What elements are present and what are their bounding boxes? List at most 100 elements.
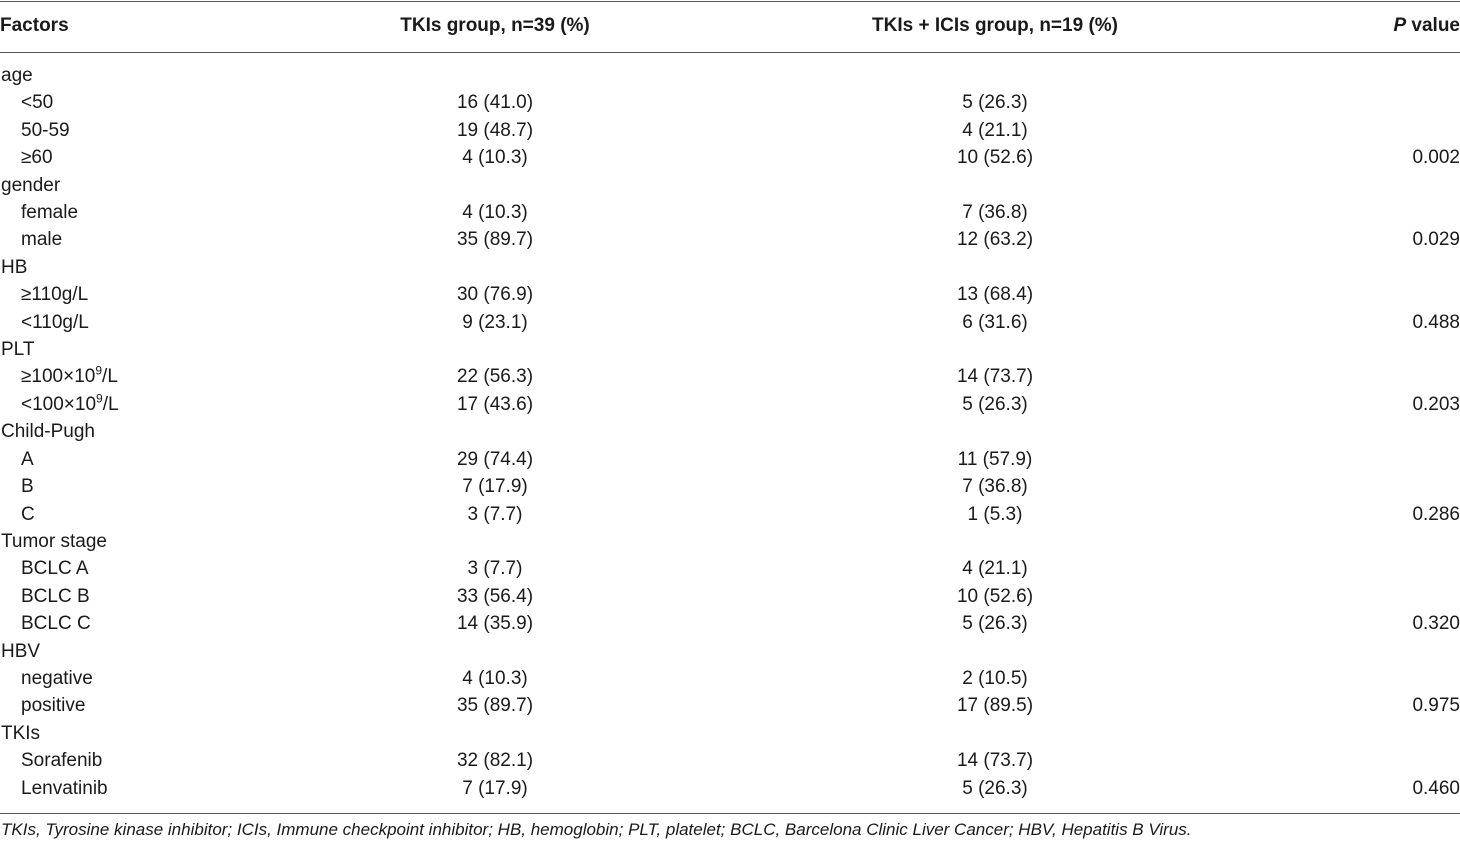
p-value: [1300, 89, 1460, 116]
tkis-icis-group-value: 1 (5.3): [967, 503, 1023, 525]
tkis-icis-group-value: [690, 336, 1300, 363]
factor-text: ≥100×10: [21, 366, 96, 388]
unit-suffix: /L: [102, 366, 118, 388]
p-value: 0.002: [1412, 147, 1460, 169]
header-tkis-group: TKIs group, n=39 (%): [400, 15, 590, 36]
table-row: ≥60 4 (10.3) 10 (52.6) 0.002: [0, 144, 1460, 171]
factor-text: C: [21, 503, 35, 525]
tkis-group-value: 19 (48.7): [456, 119, 534, 141]
table-row: BCLC A 3 (7.7) 4 (21.1): [0, 555, 1460, 582]
tkis-icis-group-value: 13 (68.4): [956, 284, 1034, 306]
tkis-group-value: [300, 254, 690, 281]
header-tkis-icis-group: TKIs + ICIs group, n=19 (%): [872, 15, 1118, 36]
tkis-group-value: [300, 172, 690, 199]
header-rule: [0, 52, 1460, 53]
tkis-icis-group-value: 7 (36.8): [962, 202, 1028, 224]
tkis-group-value: 14 (35.9): [456, 613, 534, 635]
table-row: ≥100×109/L 22 (56.3) 14 (73.7): [0, 363, 1460, 390]
p-value: [1300, 281, 1460, 308]
p-value-word: value: [1406, 15, 1460, 36]
tkis-icis-group-value: [690, 528, 1300, 555]
tkis-icis-group-value: 5 (26.3): [962, 92, 1028, 114]
factor-label: Lenvatinib: [0, 775, 300, 802]
tkis-group-value: 29 (74.4): [456, 448, 534, 470]
category-label: Tumor stage: [0, 528, 300, 555]
factor-text: male: [21, 229, 63, 251]
factor-text: <100×10: [21, 393, 97, 415]
tkis-group-value: [300, 336, 690, 363]
table-row: <100×109/L 17 (43.6) 5 (26.3) 0.203: [0, 391, 1460, 418]
category-label: TKIs: [0, 720, 300, 747]
bottom-rule: [0, 813, 1460, 814]
category-row: PLT: [0, 336, 1460, 363]
p-value: [1300, 363, 1460, 390]
factor-label: 50-59: [0, 117, 300, 144]
tkis-icis-group-value: [690, 172, 1300, 199]
factor-text: HB: [1, 256, 28, 278]
tkis-icis-group-value: 12 (63.2): [956, 229, 1034, 251]
exponent: 9: [96, 391, 103, 406]
p-value: 0.203: [1412, 393, 1460, 415]
table-row: ≥110g/L 30 (76.9) 13 (68.4): [0, 281, 1460, 308]
category-row: HBV: [0, 638, 1460, 665]
tkis-group-value: 16 (41.0): [456, 92, 534, 114]
factor-text: B: [21, 476, 34, 498]
factor-label: ≥100×109/L: [0, 363, 300, 390]
p-value: 0.320: [1412, 613, 1460, 635]
factor-text: ≥110g/L: [21, 284, 89, 306]
tkis-icis-group-value: 5 (26.3): [962, 613, 1028, 635]
tkis-icis-group-value: 5 (26.3): [962, 777, 1028, 799]
table-row: B 7 (17.9) 7 (36.8): [0, 473, 1460, 500]
factor-label: C: [0, 501, 300, 528]
factor-label: <110g/L: [0, 309, 300, 336]
factor-text: HBV: [1, 640, 41, 662]
factor-label: BCLC C: [0, 610, 300, 637]
p-value: [1300, 199, 1460, 226]
tkis-group-value: [300, 528, 690, 555]
tkis-icis-group-value: 17 (89.5): [956, 695, 1034, 717]
tkis-group-value: 35 (89.7): [456, 229, 534, 251]
p-value: [1300, 720, 1460, 747]
p-value: [1300, 117, 1460, 144]
tkis-group-value: 35 (89.7): [456, 695, 534, 717]
table-row: Lenvatinib 7 (17.9) 5 (26.3) 0.460: [0, 775, 1460, 802]
p-value: 0.286: [1412, 503, 1460, 525]
factor-text: PLT: [1, 339, 35, 361]
table-row: <110g/L 9 (23.1) 6 (31.6) 0.488: [0, 309, 1460, 336]
p-value: [1300, 254, 1460, 281]
factor-label: female: [0, 199, 300, 226]
tkis-icis-group-value: [690, 638, 1300, 665]
factor-text: negative: [21, 667, 93, 689]
p-value: [1300, 172, 1460, 199]
table-row: A 29 (74.4) 11 (57.9): [0, 446, 1460, 473]
header-row: Factors TKIs group, n=39 (%) TKIs + ICIs…: [0, 0, 1460, 52]
tkis-icis-group-value: 10 (52.6): [956, 585, 1034, 607]
tkis-icis-group-value: 5 (26.3): [962, 393, 1028, 415]
tkis-group-value: 7 (17.9): [462, 777, 528, 799]
tkis-group-value: 4 (10.3): [462, 667, 528, 689]
category-row: age: [0, 52, 1460, 89]
p-value: [1300, 583, 1460, 610]
factor-text: Child-Pugh: [1, 421, 95, 443]
factor-label: <50: [0, 89, 300, 116]
factor-label: ≥110g/L: [0, 281, 300, 308]
factor-label: <100×109/L: [0, 391, 300, 418]
factor-text: positive: [21, 695, 86, 717]
tkis-icis-group-value: 14 (73.7): [956, 750, 1034, 772]
category-row: gender: [0, 172, 1460, 199]
p-value: [1300, 446, 1460, 473]
tkis-group-value: 22 (56.3): [456, 366, 534, 388]
tkis-icis-group-value: 14 (73.7): [956, 366, 1034, 388]
category-label: HB: [0, 254, 300, 281]
tkis-group-value: [300, 52, 690, 89]
top-rule: [0, 1, 1460, 2]
characteristics-table: Factors TKIs group, n=39 (%) TKIs + ICIs…: [0, 0, 1460, 802]
tkis-icis-group-value: [690, 418, 1300, 445]
category-label: HBV: [0, 638, 300, 665]
factor-text: Lenvatinib: [21, 777, 108, 799]
p-value: 0.975: [1412, 695, 1460, 717]
tkis-icis-group-value: 4 (21.1): [962, 558, 1028, 580]
tkis-icis-group-value: [690, 52, 1300, 89]
category-label: PLT: [0, 336, 300, 363]
tkis-icis-group-value: 7 (36.8): [962, 476, 1028, 498]
